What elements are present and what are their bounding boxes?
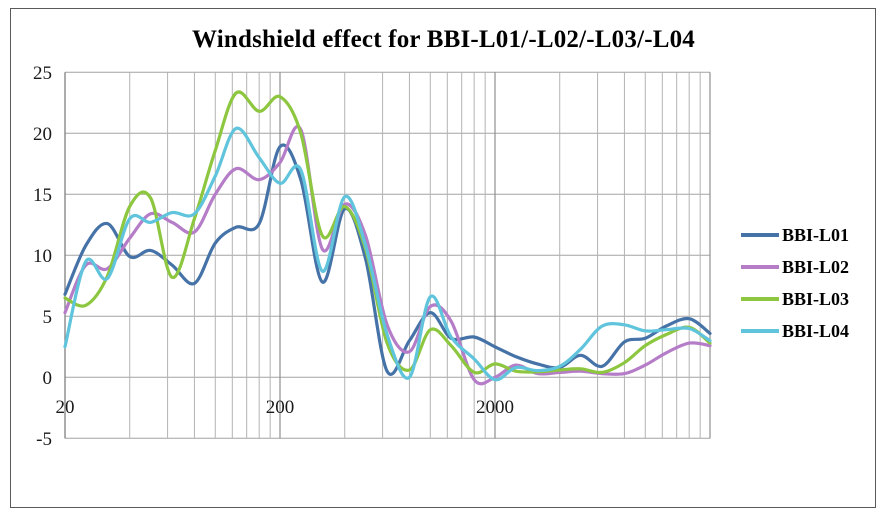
legend-item-bbi-l04[interactable]: BBI-L04 [741, 315, 849, 347]
y-tick-label-15: 15 [33, 185, 52, 206]
legend-label-bbi-l01: BBI-L01 [782, 224, 850, 245]
x-tick-label-20: 20 [56, 397, 75, 418]
legend-item-bbi-l03[interactable]: BBI-L03 [741, 283, 849, 315]
x-tick-label-2000: 2000 [476, 397, 514, 418]
chart-title: Windshield effect for BBI-L01/-L02/-L03/… [191, 26, 696, 53]
chart-frame [10, 8, 876, 508]
legend-label-bbi-l03: BBI-L03 [782, 288, 850, 309]
legend-swatch-bbi-l04 [741, 329, 779, 333]
y-tick-label-0: 0 [43, 368, 53, 389]
y-tick-label-5: 5 [43, 307, 53, 328]
legend-item-bbi-l02[interactable]: BBI-L02 [741, 251, 849, 283]
legend-swatch-bbi-l01 [741, 233, 779, 237]
series-line-bbi-l01[interactable] [63, 143, 712, 376]
y-tick-label-10: 10 [33, 246, 52, 267]
y-tick-label-25: 25 [33, 63, 52, 84]
legend-label-bbi-l04: BBI-L04 [782, 320, 850, 341]
legend-label-bbi-l02: BBI-L02 [782, 256, 850, 277]
legend-item-bbi-l01[interactable]: BBI-L01 [741, 219, 849, 251]
legend-swatch-bbi-l02 [741, 265, 779, 269]
y-tick-label--5: -5 [36, 429, 52, 450]
y-tick-label-20: 20 [33, 124, 52, 145]
legend-swatch-bbi-l03 [741, 297, 779, 301]
x-tick-label-200: 200 [266, 397, 295, 418]
legend: BBI-L01 BBI-L02 BBI-L03 BBI-L04 [741, 219, 849, 347]
series-line-bbi-l04[interactable] [63, 126, 712, 382]
